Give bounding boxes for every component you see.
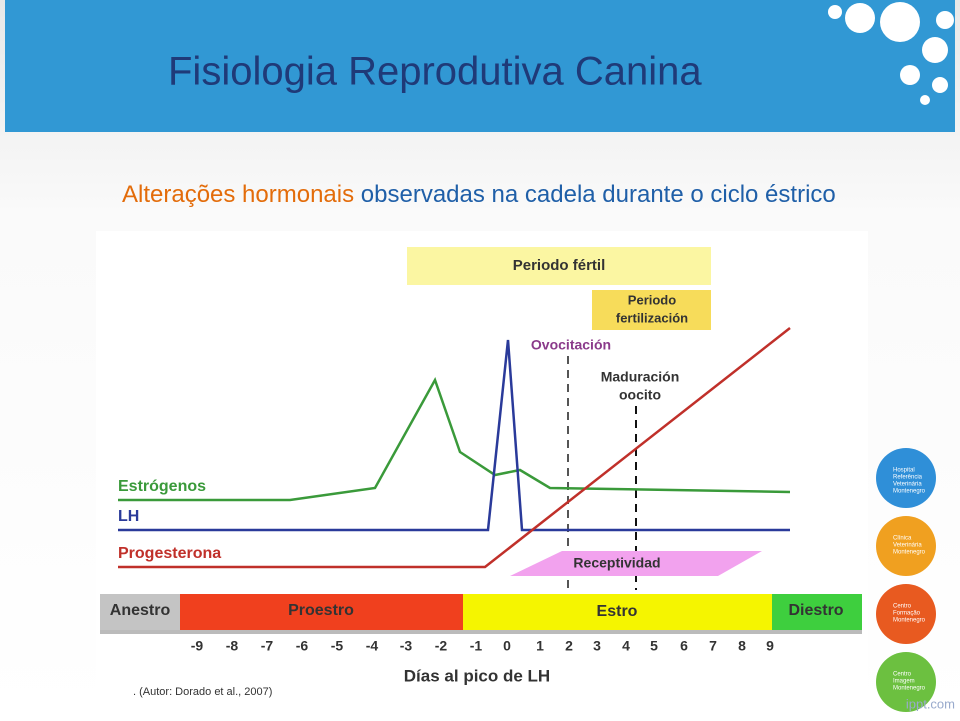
estrogen-curve [118,376,791,502]
day-label: 1 [536,638,544,654]
header-band [5,0,955,132]
day-label: 6 [680,638,688,654]
day-label: -3 [400,638,413,654]
phase-label: Estro [597,603,638,620]
fertile-label: Periodo fértil [513,257,606,274]
day-label: -1 [470,638,483,654]
phase-label: Anestro [110,602,171,619]
day-label: -6 [296,638,309,654]
maturation-label: oocito [619,387,661,403]
logo-text: Referência [893,475,923,481]
logo-text: Centro [893,672,912,678]
logo-text: Veterinária [893,543,922,549]
phase-label: Proestro [288,602,354,619]
day-label: -8 [226,638,239,654]
day-label: 9 [766,638,774,654]
logo-text: Centro [893,604,912,610]
phase-bar [100,594,180,630]
day-label: 3 [593,638,601,654]
day-label: 8 [738,638,746,654]
logo [876,516,936,576]
ovulation-label: Ovocitación [531,337,611,353]
title: Fisiologia Reprodutiva Canina [168,50,702,94]
fertilization-label: fertilización [616,310,688,325]
logo [876,448,936,508]
progesterone-curve [118,327,791,569]
fertilization-box [592,290,711,330]
day-label: 2 [565,638,573,654]
logo-text: Montenegro [893,550,926,556]
phase-bar [772,594,862,630]
subtitle-rest: observadas na cadela durante o ciclo ést… [361,181,836,208]
day-label: -9 [191,638,204,654]
day-label: 0 [503,638,511,654]
day-label: -7 [261,638,274,654]
receptivity-label: Receptividad [573,555,660,571]
day-label: 7 [709,638,717,654]
maturation-label: Maduración [601,369,680,385]
logo-text: Montenegro [893,618,926,624]
logo-text: Formação [893,611,921,617]
subtitle: Alterações hormonais observadas na cadel… [122,181,836,208]
bubbles [828,2,954,105]
phase-base [100,630,862,634]
lh-curve [118,339,790,532]
hormone-label: Estrógenos [118,478,206,495]
logo-text: Montenegro [893,489,926,495]
phase-label: Diestro [788,602,843,619]
day-label: -4 [366,638,379,654]
receptivity-band [510,551,762,576]
logo [876,652,936,712]
day-label: 5 [650,638,658,654]
logo-text: Veterinária [893,482,922,488]
phase-bar [463,594,772,630]
logo-text: Imagem [893,679,915,685]
logo-text: Clínica [893,536,912,542]
day-label: -2 [435,638,448,654]
subtitle-highlight: Alterações hormonais [122,181,354,208]
day-label: 4 [622,638,630,654]
phase-bar [180,594,463,630]
caption: . (Autor: Dorado et al., 2007) [133,686,272,698]
x-axis-label: Días al pico de LH [404,666,550,685]
logo [876,584,936,644]
fertile-box [407,247,711,285]
logo-text: Montenegro [893,686,926,692]
footer: ippt.com [906,696,955,711]
logo-text: Hospital [893,468,915,474]
day-label: -5 [331,638,344,654]
hormone-label: Progesterona [118,545,221,562]
fertilization-label: Periodo [628,292,676,307]
hormone-label: LH [118,508,139,525]
